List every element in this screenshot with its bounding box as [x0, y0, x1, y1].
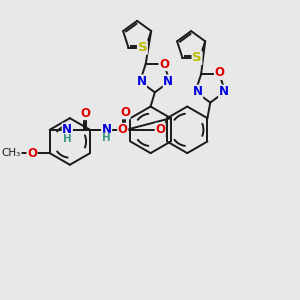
Text: H: H — [102, 133, 111, 143]
Text: O: O — [81, 106, 91, 120]
Text: O: O — [120, 106, 130, 119]
Text: O: O — [118, 123, 128, 136]
Text: O: O — [214, 66, 224, 79]
Text: N: N — [101, 123, 112, 136]
Text: O: O — [155, 123, 165, 136]
Text: S: S — [192, 51, 202, 64]
Text: N: N — [219, 85, 229, 98]
Text: CH₃: CH₃ — [2, 148, 21, 158]
Text: N: N — [136, 75, 146, 88]
Text: S: S — [138, 41, 147, 54]
Text: O: O — [27, 147, 37, 160]
Text: N: N — [193, 85, 203, 98]
Text: N: N — [62, 123, 72, 136]
Text: N: N — [163, 75, 173, 88]
Text: O: O — [159, 58, 169, 70]
Text: H: H — [63, 134, 72, 144]
